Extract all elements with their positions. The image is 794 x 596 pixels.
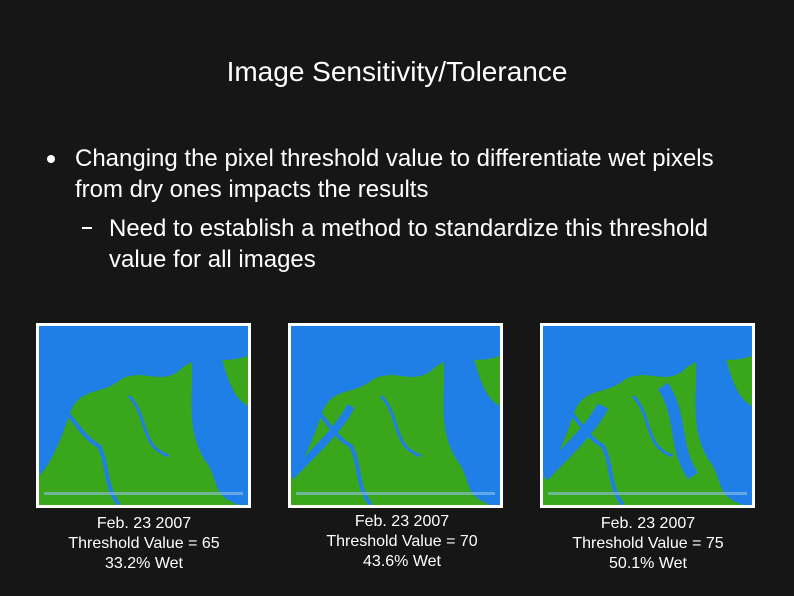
caption-line: 50.1% Wet <box>609 555 687 572</box>
caption-line: 33.2% Wet <box>105 555 183 572</box>
map-image <box>36 323 251 508</box>
caption-line: 43.6% Wet <box>363 553 441 570</box>
sub-bullet-dash <box>82 227 92 229</box>
caption-line: Feb. 23 2007 <box>600 515 696 532</box>
map <box>39 326 248 505</box>
map <box>543 326 752 505</box>
map <box>291 326 500 505</box>
caption-line: Threshold Value = 65 <box>68 535 220 552</box>
caption: Feb. 23 2007 Threshold Value = 75 50.1% … <box>528 514 768 574</box>
map-image <box>540 323 755 508</box>
sub-bullet-text: Need to establish a method to standardiz… <box>109 215 709 273</box>
caption-line: Feb. 23 2007 <box>354 513 450 530</box>
caption-line: Feb. 23 2007 <box>96 515 192 532</box>
slide-title: Image Sensitivity/Tolerance <box>226 56 568 87</box>
map-image <box>288 323 503 508</box>
caption: Feb. 23 2007 Threshold Value = 70 43.6% … <box>282 512 522 572</box>
bullet-dot <box>47 155 55 163</box>
caption-line: Threshold Value = 70 <box>326 533 478 550</box>
caption: Feb. 23 2007 Threshold Value = 65 33.2% … <box>24 514 264 574</box>
caption-line: Threshold Value = 75 <box>572 535 724 552</box>
bullet-text: Changing the pixel threshold value to di… <box>75 145 714 203</box>
